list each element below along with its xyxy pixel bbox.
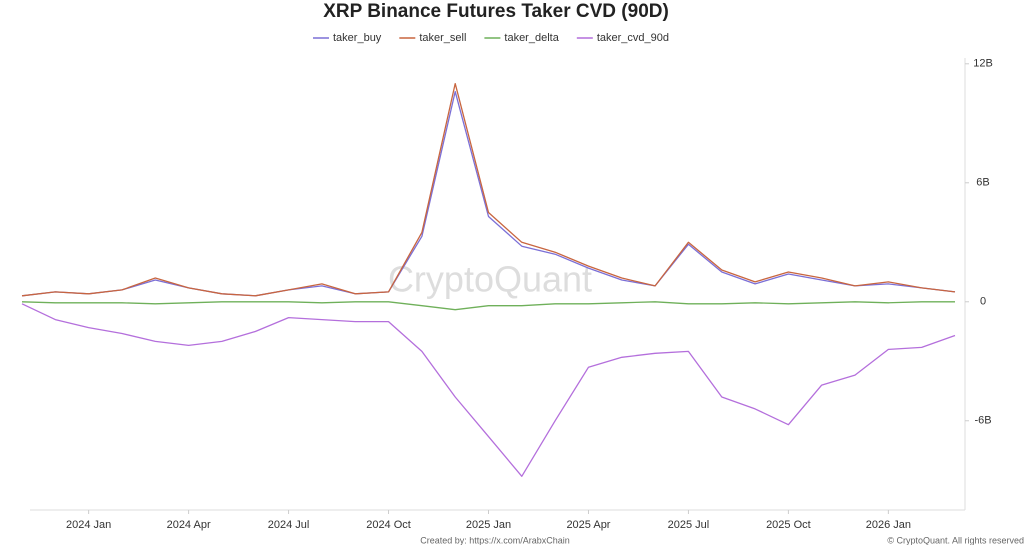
x-tick-label: 2024 Jul: [268, 519, 310, 531]
x-tick-label: 2025 Apr: [566, 519, 610, 531]
series-line: [21, 82, 956, 297]
x-tick-label: 2025 Jul: [668, 519, 710, 531]
legend-label: taker_delta: [504, 32, 559, 44]
legend-label: taker_buy: [333, 32, 382, 44]
x-tick-label: 2025 Jan: [466, 519, 511, 531]
x-tick-label: 2024 Apr: [167, 519, 211, 531]
series-line: [21, 303, 956, 477]
x-tick-label: 2024 Oct: [366, 519, 411, 531]
legend-label: taker_sell: [419, 32, 466, 44]
y-tick-label: 0: [980, 296, 986, 308]
y-tick-label: -6B: [974, 415, 991, 427]
x-tick-label: 2024 Jan: [66, 519, 111, 531]
y-tick-label: 6B: [976, 177, 989, 189]
credit: Created by: https://x.com/ArabxChain: [420, 535, 570, 545]
chart-title: XRP Binance Futures Taker CVD (90D): [323, 1, 669, 22]
x-tick-label: 2026 Jan: [866, 519, 911, 531]
x-tick-label: 2025 Oct: [766, 519, 811, 531]
watermark: CryptoQuant: [388, 259, 592, 300]
copyright: © CryptoQuant. All rights reserved: [887, 535, 1024, 545]
y-tick-label: 12B: [973, 58, 993, 70]
legend-label: taker_cvd_90d: [597, 32, 669, 44]
series-line: [21, 301, 955, 311]
